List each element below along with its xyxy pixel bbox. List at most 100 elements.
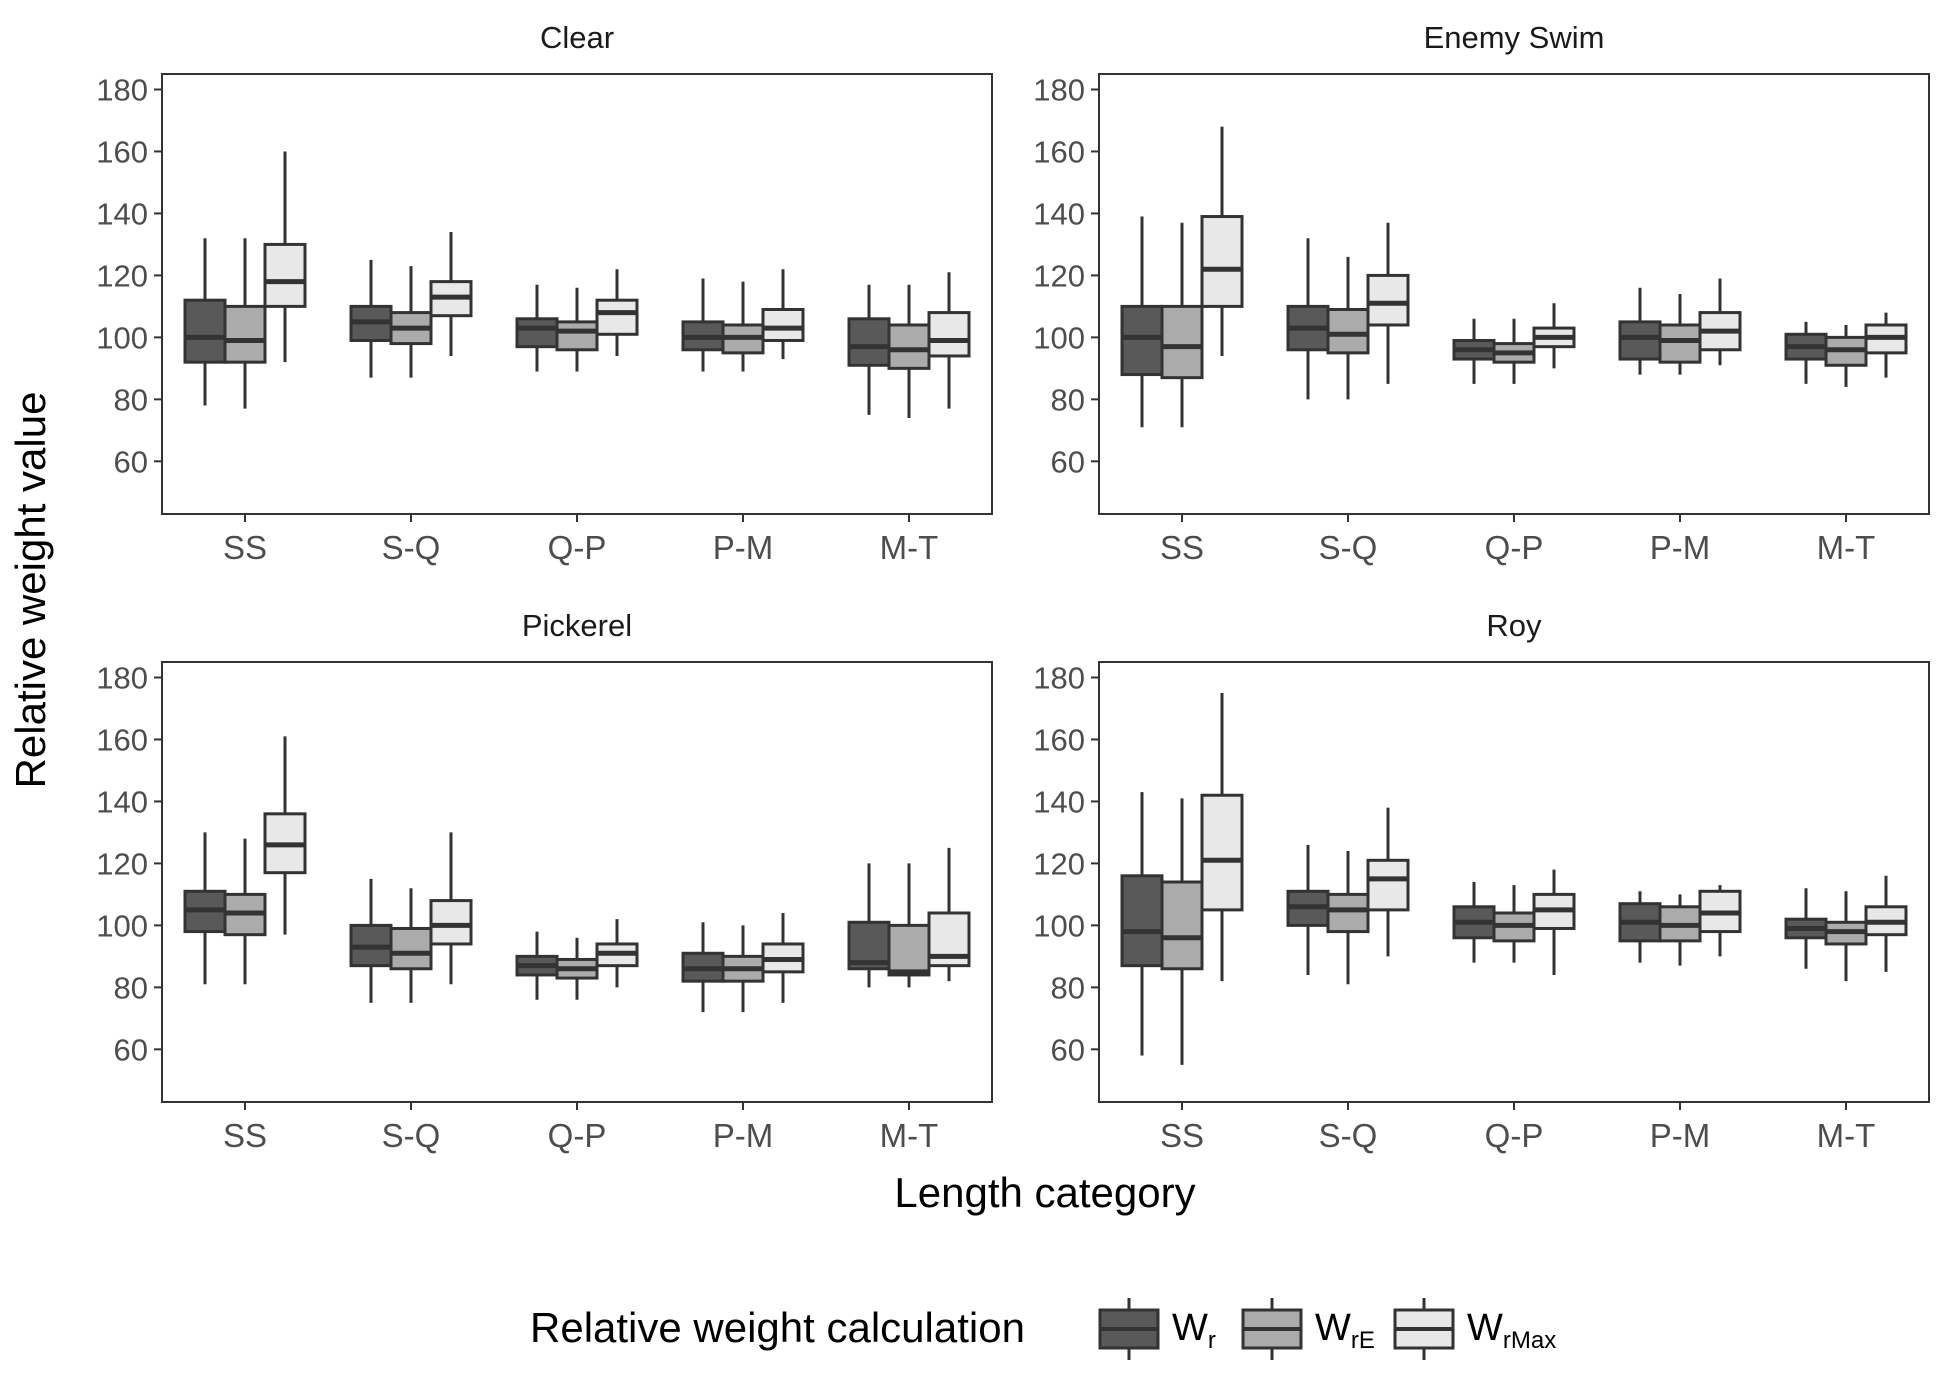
box-iqr <box>555 320 599 352</box>
boxplot-box <box>223 238 267 409</box>
x-tick-label: S-Q <box>1319 529 1378 566</box>
legend-label: WrMax <box>1467 1307 1556 1354</box>
box-iqr <box>927 311 971 358</box>
x-tick-label: P-M <box>713 1117 774 1154</box>
box-iqr <box>1618 320 1662 361</box>
box-iqr <box>1658 323 1702 364</box>
boxplot-box <box>223 838 267 985</box>
legend: Relative weight calculation Wr WrE WrMax <box>530 1298 1556 1360</box>
box-iqr <box>389 926 433 971</box>
y-tick-label: 140 <box>96 196 148 231</box>
x-axis-title: Length category <box>894 1169 1195 1216</box>
boxplot-box <box>1864 875 1908 972</box>
box-iqr <box>1200 215 1244 308</box>
x-tick-label: P-M <box>1650 529 1711 566</box>
boxplot-box <box>429 232 473 356</box>
boxplot-box <box>927 847 971 982</box>
boxplot-box <box>1698 885 1742 957</box>
legend-key: WrMax <box>1393 1298 1556 1360</box>
legend-label: Wr <box>1172 1307 1216 1354</box>
boxplot-box <box>761 912 805 1003</box>
boxplot-box <box>515 931 559 1000</box>
panels-layer: Clear 60 80 100 120 140 160 180 SS S-Q Q-P P-M M-T En… <box>96 20 1930 1154</box>
boxplot-box <box>1120 216 1164 428</box>
box-iqr <box>1326 307 1370 355</box>
boxplot-box <box>1864 312 1908 378</box>
boxplot-box <box>681 278 725 372</box>
boxplot-box <box>1532 869 1576 975</box>
y-tick-label: 180 <box>96 660 148 695</box>
box-iqr <box>429 899 473 946</box>
x-tick-label: M-T <box>880 1117 939 1154</box>
boxplot-box <box>1160 798 1204 1065</box>
boxplot-box <box>555 287 599 372</box>
boxplot-box <box>1698 278 1742 366</box>
x-tick-label: P-M <box>713 529 774 566</box>
x-tick-label: Q-P <box>1485 529 1544 566</box>
boxplot-box <box>349 259 393 378</box>
x-tick-label: S-Q <box>1319 1117 1378 1154</box>
panel-clear: Clear 60 80 100 120 140 160 180 SS S-Q Q-P P-M M-T <box>96 20 993 566</box>
box-iqr <box>1366 858 1410 912</box>
legend-key: Wr <box>1098 1298 1216 1360</box>
y-tick-label: 60 <box>114 1032 148 1067</box>
x-tick-label: SS <box>223 529 267 566</box>
box-iqr <box>1326 892 1370 934</box>
boxplot-box <box>183 238 227 406</box>
box-iqr <box>887 323 931 370</box>
boxplot-box <box>1200 692 1244 982</box>
y-tick-label: 100 <box>1033 908 1085 943</box>
box-iqr <box>183 298 227 364</box>
x-tick-label: M-T <box>1817 1117 1876 1154</box>
x-tick-label: P-M <box>1650 1117 1711 1154</box>
y-tick-label: 60 <box>114 444 148 479</box>
y-tick-label: 80 <box>114 382 148 417</box>
panel-title: Clear <box>540 20 614 55</box>
box-iqr <box>263 242 307 308</box>
box-iqr <box>847 317 891 367</box>
boxplot-box <box>1120 792 1164 1056</box>
boxplot-box <box>263 736 307 935</box>
panel-title: Roy <box>1486 608 1542 643</box>
legend-title: Relative weight calculation <box>530 1304 1025 1351</box>
boxplot-box <box>429 832 473 985</box>
boxplot-box <box>1200 126 1244 356</box>
boxplot-box <box>1286 844 1330 975</box>
x-tick-label: Q-P <box>1485 1117 1544 1154</box>
x-tick-label: M-T <box>1817 529 1876 566</box>
boxplot-box <box>721 281 765 372</box>
y-tick-label: 120 <box>96 846 148 881</box>
box-iqr <box>1120 304 1164 377</box>
panel-border <box>161 661 993 1103</box>
box-iqr <box>761 307 805 342</box>
panel-title: Pickerel <box>522 608 632 643</box>
boxplot-box <box>927 272 971 409</box>
panel-title: Enemy Swim <box>1424 20 1605 55</box>
x-tick-label: S-Q <box>382 1117 441 1154</box>
boxplot-box <box>555 937 599 1000</box>
y-tick-label: 180 <box>1033 72 1085 107</box>
x-tick-label: SS <box>223 1117 267 1154</box>
box-iqr <box>1160 880 1204 971</box>
legend-label: WrE <box>1315 1307 1375 1354</box>
x-tick-label: M-T <box>880 529 939 566</box>
box-iqr <box>1366 273 1410 327</box>
box-iqr <box>223 304 267 364</box>
panel-enemy-swim: Enemy Swim 60 80 100 120 140 160 180 SS S-Q Q-P P-M… <box>1033 20 1930 566</box>
boxplot-box <box>847 863 891 988</box>
boxplot-box <box>1492 318 1536 384</box>
box-iqr <box>1160 304 1204 380</box>
box-iqr <box>595 298 639 336</box>
boxplot-box <box>1618 287 1662 375</box>
boxplot-box <box>595 919 639 988</box>
panel-pickerel: Pickerel 60 80 100 120 140 160 180 SS S-Q Q-P P-M M-… <box>96 608 993 1154</box>
y-tick-label: 80 <box>1051 382 1085 417</box>
boxplot-box <box>263 151 307 363</box>
boxplot-box <box>1618 891 1662 963</box>
y-tick-label: 180 <box>96 72 148 107</box>
y-tick-label: 120 <box>1033 258 1085 293</box>
y-tick-label: 80 <box>1051 970 1085 1005</box>
y-tick-label: 120 <box>1033 846 1085 881</box>
y-tick-label: 160 <box>1033 722 1085 757</box>
